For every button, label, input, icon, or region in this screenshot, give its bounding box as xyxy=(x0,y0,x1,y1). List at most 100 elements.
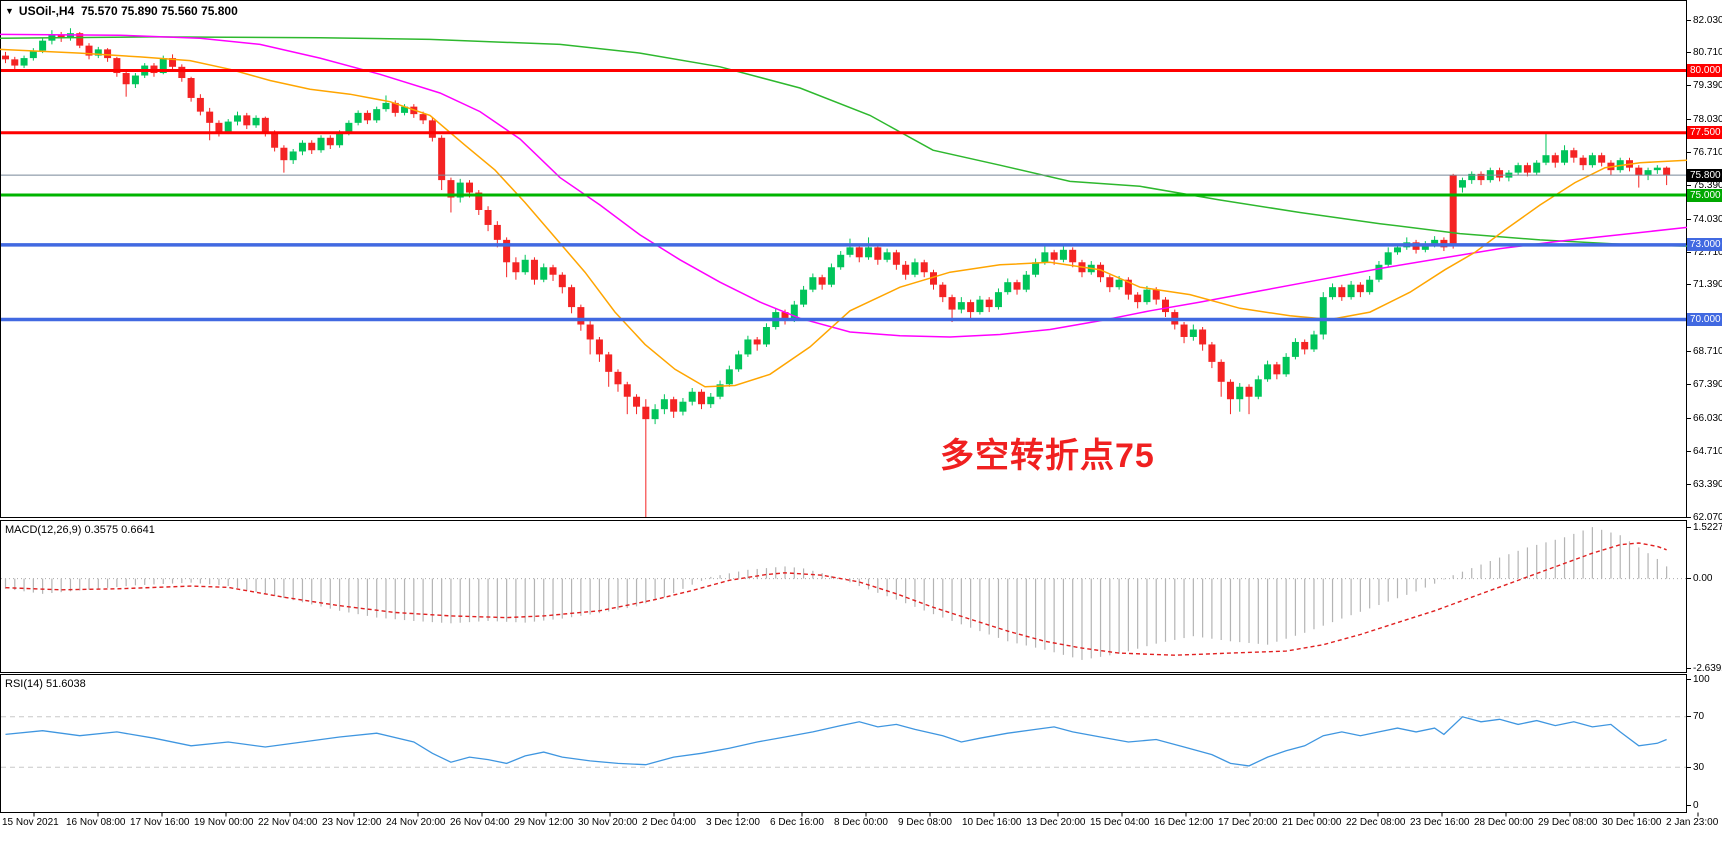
candle-body xyxy=(948,297,956,310)
chart-title: ▼ USOil-,H4 75.570 75.890 75.560 75.800 xyxy=(5,4,238,18)
candle-body xyxy=(707,396,715,405)
candle-body xyxy=(1152,289,1160,300)
candle-body xyxy=(2,55,9,60)
candle-body xyxy=(261,117,269,133)
candle-body xyxy=(1347,284,1355,298)
candle-body xyxy=(76,33,84,46)
candle-body xyxy=(725,369,733,385)
rsi-params: RSI(14) xyxy=(5,678,43,690)
candle-body xyxy=(1588,155,1596,166)
candle-body xyxy=(29,50,37,59)
candle-body xyxy=(790,304,798,320)
candle-body xyxy=(735,354,743,370)
rsi-indicator-label: RSI(14) 51.6038 xyxy=(5,678,86,690)
candle-body xyxy=(113,58,121,74)
candle-body xyxy=(428,120,436,138)
candle-body xyxy=(1366,279,1374,293)
candle-body xyxy=(503,239,511,263)
candle-body xyxy=(159,58,167,74)
candle-body xyxy=(688,391,696,402)
candle-body xyxy=(336,132,344,146)
candle-body xyxy=(1329,287,1337,298)
candle-body xyxy=(1032,262,1040,275)
candle-body xyxy=(623,384,631,397)
candle-body xyxy=(1254,379,1262,397)
candle-body xyxy=(568,287,576,308)
candle-body xyxy=(1273,364,1281,375)
candle-body xyxy=(1421,244,1429,250)
macd-params: MACD(12,26,9) xyxy=(5,524,82,536)
candle-body xyxy=(1264,364,1272,380)
candle-body xyxy=(753,339,761,345)
candle-body xyxy=(382,102,390,110)
candle-body xyxy=(1468,173,1476,181)
candle-body xyxy=(911,262,919,275)
candle-body xyxy=(818,277,826,285)
candle-body xyxy=(1301,341,1309,350)
candle-body xyxy=(456,182,464,198)
candle-body xyxy=(345,122,353,133)
candle-body xyxy=(855,247,863,258)
candle-body xyxy=(57,34,65,39)
chart-annotation-text: 多空转折点75 xyxy=(940,437,1155,475)
candle-body xyxy=(1189,329,1197,337)
candle-body xyxy=(827,267,835,285)
candle-body xyxy=(605,354,613,372)
candle-body xyxy=(1162,299,1169,313)
candle-body xyxy=(289,151,297,161)
candle-body xyxy=(1542,155,1550,163)
candle-body xyxy=(558,274,566,288)
candle-body xyxy=(670,399,678,412)
candle-body xyxy=(466,182,473,193)
candle-body xyxy=(512,262,520,273)
candle-body xyxy=(874,247,882,260)
panel-border xyxy=(0,674,1687,813)
candle-body xyxy=(271,132,279,148)
candle-body xyxy=(577,307,585,325)
candle-body xyxy=(957,302,965,310)
candle-body xyxy=(391,102,399,113)
candle-body xyxy=(308,142,316,151)
candle-body xyxy=(679,401,687,412)
candle-body xyxy=(549,267,557,275)
candle-body xyxy=(401,106,409,113)
candle-body xyxy=(1013,282,1021,290)
candle-body xyxy=(1523,165,1531,173)
candle-body xyxy=(419,114,427,121)
candle-body xyxy=(1124,279,1132,295)
candle-body xyxy=(104,49,112,59)
candle-body xyxy=(1143,289,1151,303)
candle-body xyxy=(660,399,668,410)
candle-body xyxy=(243,115,251,126)
candle-body xyxy=(1004,282,1012,293)
candle-body xyxy=(1236,386,1244,400)
candle-body xyxy=(651,409,659,420)
candle-body xyxy=(1106,277,1114,288)
candle-body xyxy=(1449,175,1457,245)
candle-body xyxy=(716,384,724,397)
candle-body xyxy=(1394,247,1401,253)
candle-body xyxy=(1208,344,1216,362)
candle-body xyxy=(373,109,381,121)
candle-body xyxy=(1579,157,1587,166)
candle-body xyxy=(1338,287,1346,298)
candle-body xyxy=(800,289,808,305)
candle-body xyxy=(1384,252,1392,265)
candle-body xyxy=(122,73,130,85)
candle-body xyxy=(280,147,288,161)
candle-body xyxy=(1635,167,1643,176)
candle-body xyxy=(902,264,910,275)
ohlc-values: 75.570 75.890 75.560 75.800 xyxy=(80,4,238,18)
candle-body xyxy=(215,122,223,132)
candle-body xyxy=(809,277,817,290)
candle-body xyxy=(447,180,455,198)
symbol-dropdown-icon[interactable]: ▼ xyxy=(5,6,14,16)
candle-body xyxy=(1477,173,1485,181)
candle-body xyxy=(39,40,47,51)
panel-border xyxy=(0,0,1687,518)
candle-body xyxy=(1115,279,1123,288)
candle-body xyxy=(865,247,873,258)
candle-body xyxy=(1041,252,1049,263)
